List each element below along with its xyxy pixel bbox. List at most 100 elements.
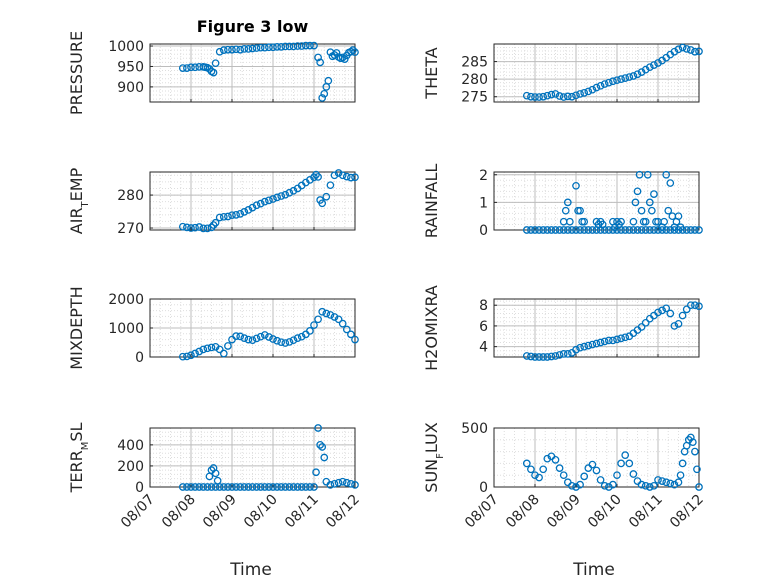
- y-tick-label: 2: [479, 168, 488, 184]
- data-point: [338, 319, 347, 328]
- data-point: [576, 90, 584, 98]
- data-point: [183, 223, 191, 232]
- data-point: [691, 47, 699, 56]
- data-point: [213, 476, 222, 485]
- data-point: [191, 223, 199, 232]
- data-point: [643, 170, 652, 179]
- data-point: [592, 466, 601, 475]
- axes-box: [493, 298, 700, 358]
- data-point: [551, 90, 560, 98]
- y-tick-label: 400: [117, 438, 144, 454]
- data-point: [256, 43, 265, 52]
- data-point: [252, 483, 261, 491]
- data-point: [203, 483, 212, 491]
- data-point: [244, 45, 253, 53]
- data-point: [219, 349, 228, 358]
- data-point: [613, 76, 621, 85]
- data-point: [678, 311, 687, 320]
- data-point: [240, 208, 249, 216]
- data-point: [650, 226, 658, 234]
- data-point: [281, 483, 290, 491]
- data-point: [670, 480, 679, 489]
- data-point: [269, 43, 277, 52]
- data-point: [563, 350, 572, 358]
- data-point: [604, 78, 613, 87]
- data-point: [265, 333, 273, 341]
- data-point: [596, 338, 605, 347]
- data-point: [625, 226, 634, 234]
- data-point: [195, 347, 204, 356]
- data-point: [301, 41, 310, 50]
- y-tick-label: 280: [117, 188, 144, 204]
- data-point: [613, 471, 621, 480]
- data-point: [633, 226, 642, 234]
- data-point: [580, 217, 589, 226]
- data-point: [629, 470, 638, 478]
- data-point: [301, 483, 310, 491]
- data-point: [617, 217, 625, 226]
- data-point: [351, 48, 359, 57]
- data-point: [207, 483, 216, 491]
- data-point: [592, 339, 601, 348]
- data-point: [347, 479, 355, 488]
- data-point: [314, 53, 322, 62]
- data-point: [285, 483, 294, 491]
- data-point: [338, 171, 347, 180]
- data-point: [547, 90, 556, 99]
- data-point: [686, 226, 695, 234]
- data-point: [219, 483, 228, 491]
- data-point: [224, 483, 232, 491]
- data-point: [613, 335, 621, 344]
- y-tick-label: 275: [461, 90, 488, 106]
- data-point: [531, 353, 539, 361]
- data-point: [691, 226, 699, 234]
- data-point: [273, 336, 281, 345]
- data-point: [666, 179, 675, 187]
- y-axis-label: SUNFLUX: [422, 422, 446, 492]
- data-point: [662, 304, 671, 313]
- y-tick-label: 1: [479, 195, 488, 211]
- data-point: [584, 226, 593, 234]
- data-point: [211, 218, 220, 227]
- plot-area: [494, 299, 699, 357]
- y-axis-label: AIRTEMP: [67, 167, 91, 234]
- data-point: [684, 435, 693, 444]
- data-point: [334, 315, 343, 324]
- data-point: [695, 302, 703, 311]
- data-point: [281, 42, 290, 51]
- y-tick-label: 285: [461, 55, 488, 71]
- data-point: [688, 438, 697, 447]
- data-point: [604, 226, 613, 234]
- data-point: [686, 46, 695, 54]
- data-point: [633, 187, 642, 196]
- data-point: [240, 334, 249, 342]
- data-point: [572, 483, 580, 491]
- data-point: [658, 306, 666, 315]
- data-point: [306, 483, 314, 491]
- data-point: [232, 332, 240, 340]
- y-tick-label: 500: [461, 421, 488, 437]
- data-point: [666, 479, 675, 488]
- data-point: [236, 210, 245, 218]
- data-point: [277, 483, 286, 491]
- data-point: [629, 226, 638, 234]
- data-point: [269, 335, 277, 343]
- data-point: [650, 61, 658, 69]
- data-point: [244, 206, 253, 214]
- subplot-rainfall: 0 1 2 RAINFALL: [422, 164, 703, 239]
- data-point: [641, 481, 650, 490]
- data-point: [191, 63, 199, 72]
- data-point: [609, 77, 617, 86]
- data-point: [320, 89, 329, 98]
- data-point: [277, 338, 286, 347]
- data-point: [314, 315, 322, 324]
- data-point: [248, 483, 257, 491]
- data-point: [633, 70, 642, 79]
- data-point: [527, 352, 535, 361]
- data-point: [682, 226, 691, 234]
- data-point: [314, 173, 322, 181]
- data-point: [572, 226, 580, 234]
- data-point: [535, 93, 543, 101]
- data-point: [617, 459, 625, 468]
- data-point: [588, 340, 597, 349]
